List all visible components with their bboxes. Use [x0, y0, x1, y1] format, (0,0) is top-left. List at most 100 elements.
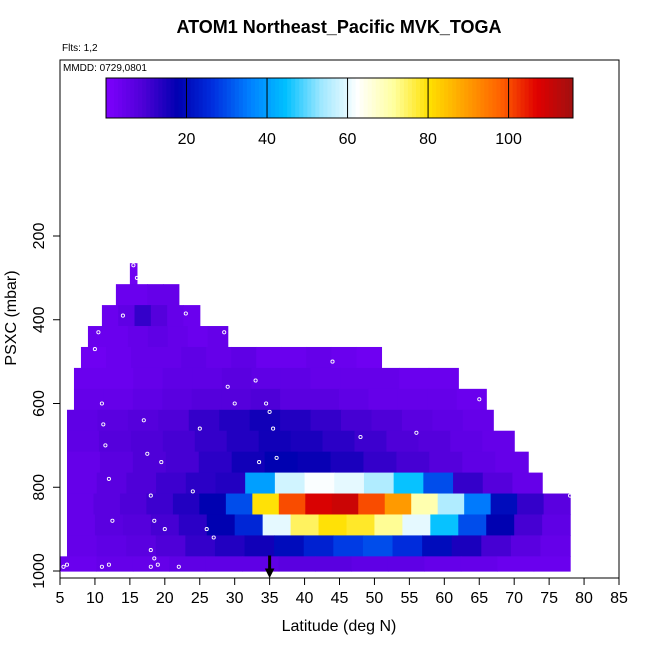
heat-cell	[432, 409, 464, 432]
x-tick-label: 45	[331, 590, 349, 607]
colorbar: 20 40 60 80 100	[105, 77, 574, 148]
sample-point	[92, 347, 97, 352]
colorbar-swatch	[234, 78, 240, 118]
heat-cell	[411, 493, 439, 516]
heat-cell	[429, 451, 463, 474]
heat-cell	[281, 346, 307, 369]
heat-cell	[278, 556, 316, 572]
sample-point	[101, 422, 106, 427]
heat-cell	[422, 535, 453, 557]
heat-cell	[96, 556, 134, 572]
heat-cell	[481, 535, 512, 557]
y-tick-label: 800	[31, 474, 48, 501]
colorbar-swatch	[331, 78, 336, 118]
colorbar-swatch	[170, 78, 175, 118]
sample-point	[99, 401, 104, 406]
heat-cell	[93, 493, 121, 516]
colorbar-swatch	[106, 78, 111, 118]
heat-cell	[194, 430, 228, 453]
colorbar-swatch	[206, 78, 212, 118]
y-tick-label: 1000	[31, 553, 48, 589]
colorbar-swatch	[355, 78, 361, 118]
heat-cell	[462, 409, 494, 432]
heat-cell	[155, 535, 186, 557]
colorbar-swatch	[536, 78, 542, 118]
colorbar-swatch	[283, 78, 288, 118]
colorbar-swatch	[335, 78, 340, 118]
colorbar-swatch	[383, 78, 389, 118]
x-axis: 5 10 15 20 25 30 35 40 45 50 55 60 65 70 75 80 85	[56, 577, 628, 607]
colorbar-swatch	[476, 78, 481, 118]
heat-cell	[460, 556, 498, 572]
heat-cell	[187, 326, 209, 348]
heat-cell	[387, 556, 425, 572]
heat-cell	[181, 346, 207, 369]
colorbar-swatch	[436, 78, 441, 118]
sample-point	[239, 309, 244, 314]
sample-point	[271, 426, 276, 431]
heat-cell	[225, 493, 253, 516]
colorbar-swatch	[379, 78, 385, 118]
sample-point	[222, 330, 227, 335]
heat-cell	[304, 472, 335, 495]
heat-cell	[258, 430, 292, 453]
x-tick-label: 40	[296, 590, 314, 607]
heat-cell	[214, 535, 246, 557]
colorbar-swatch	[460, 78, 465, 118]
sample-markers	[61, 263, 578, 569]
heat-cell	[115, 284, 133, 306]
colorbar-swatch	[464, 78, 469, 118]
heat-cell	[221, 367, 252, 390]
colorbar-swatch	[391, 78, 397, 118]
colorbar-swatch	[162, 78, 167, 118]
sample-point	[571, 510, 576, 515]
heat-cell	[280, 388, 311, 411]
heat-cell	[362, 535, 394, 557]
heat-cell	[163, 284, 180, 306]
sample-point	[204, 527, 209, 532]
colorbar-swatch	[560, 78, 566, 118]
colorbar-swatch	[556, 78, 562, 118]
colorbar-swatch	[387, 78, 393, 118]
heat-cell	[278, 493, 306, 516]
sample-point	[330, 359, 335, 364]
colorbar-swatch	[367, 78, 373, 118]
heat-cell	[219, 409, 251, 432]
heat-cell	[346, 514, 376, 537]
x-tick-label: 15	[121, 590, 139, 607]
colorbar-swatch	[138, 78, 143, 118]
colorbar-swatch	[303, 78, 308, 118]
heat-cell	[80, 346, 107, 369]
sample-point	[477, 397, 482, 402]
sample-point	[61, 564, 66, 569]
heat-cell	[363, 472, 395, 495]
colorbar-swatch	[238, 78, 244, 118]
sample-point	[145, 451, 150, 456]
heat-cell	[486, 514, 515, 537]
heat-cell	[305, 493, 333, 516]
colorbar-tick-label: 80	[419, 131, 437, 148]
heat-cell	[215, 472, 246, 495]
heat-cell	[290, 514, 320, 537]
heat-cell	[73, 388, 105, 411]
heat-cell	[192, 367, 223, 390]
colorbar-swatch	[263, 78, 268, 118]
sample-point	[526, 422, 531, 427]
colorbar-swatch	[532, 78, 538, 118]
heat-cell	[540, 535, 571, 557]
heat-cell	[169, 556, 207, 572]
heatmap-cells	[60, 263, 571, 572]
heat-cell	[331, 346, 357, 369]
heat-cell	[107, 326, 129, 348]
colorbar-swatch	[250, 78, 256, 118]
colorbar-swatch	[411, 78, 417, 118]
heat-cell	[73, 367, 105, 390]
sample-point	[190, 489, 195, 494]
colorbar-swatch	[126, 78, 131, 118]
sample-point	[134, 275, 139, 280]
heat-cell	[402, 514, 431, 537]
heat-cell	[206, 514, 236, 537]
sample-point	[197, 426, 202, 431]
heat-cell	[280, 367, 312, 390]
